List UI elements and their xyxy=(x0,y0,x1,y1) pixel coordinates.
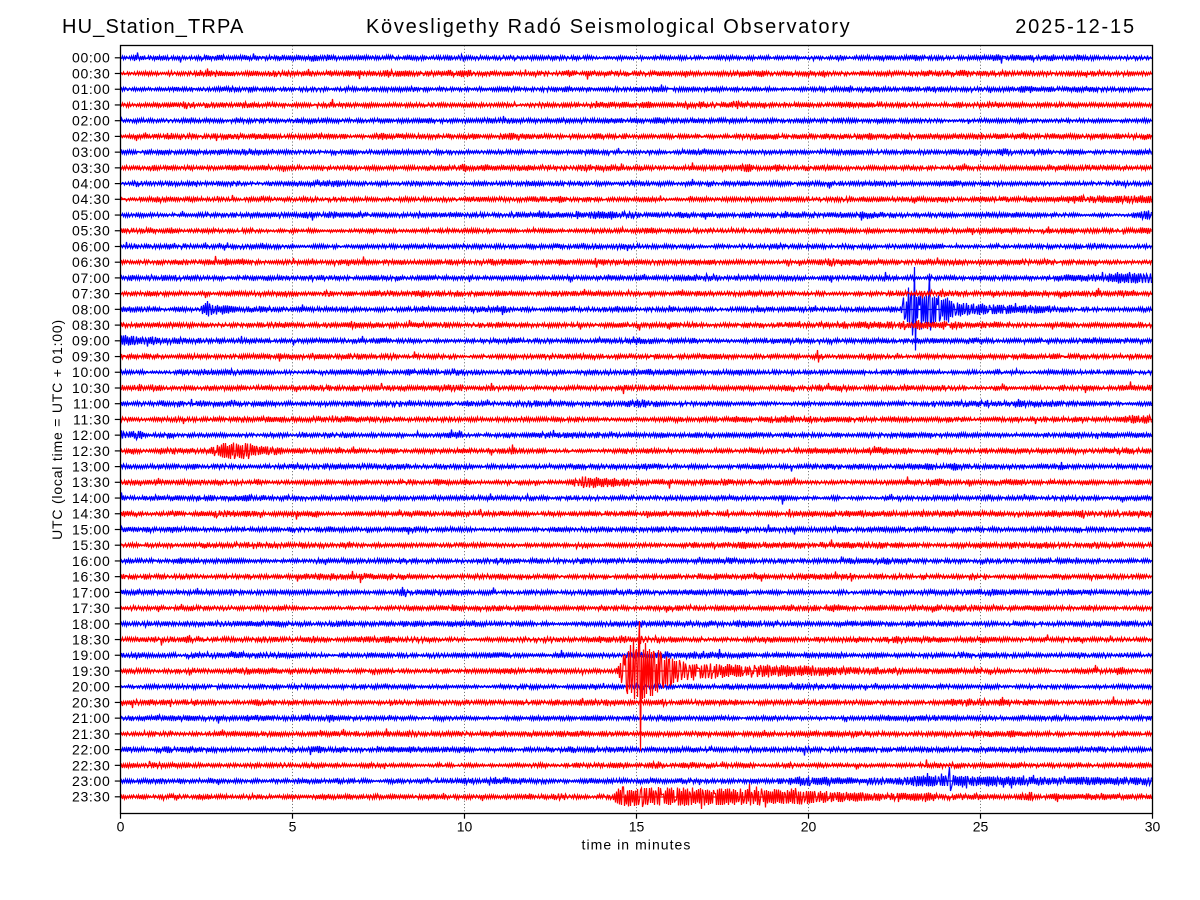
svg-text:08:00: 08:00 xyxy=(72,301,111,317)
svg-text:14:00: 14:00 xyxy=(72,490,111,506)
svg-text:02:30: 02:30 xyxy=(72,128,111,144)
svg-text:0: 0 xyxy=(117,819,125,835)
svg-text:01:00: 01:00 xyxy=(72,81,111,97)
svg-text:03:30: 03:30 xyxy=(72,160,111,176)
svg-text:30: 30 xyxy=(1145,819,1161,835)
svg-text:00:00: 00:00 xyxy=(72,50,111,66)
svg-text:10: 10 xyxy=(457,819,473,835)
svg-text:15:30: 15:30 xyxy=(72,537,111,553)
svg-text:23:30: 23:30 xyxy=(72,789,111,805)
svg-text:10:00: 10:00 xyxy=(72,364,111,380)
svg-text:15: 15 xyxy=(629,819,645,835)
svg-text:23:00: 23:00 xyxy=(72,773,111,789)
svg-text:00:30: 00:30 xyxy=(72,65,111,81)
svg-text:08:30: 08:30 xyxy=(72,317,111,333)
svg-text:19:30: 19:30 xyxy=(72,663,111,679)
svg-text:22:00: 22:00 xyxy=(72,742,111,758)
svg-text:20: 20 xyxy=(801,819,817,835)
svg-text:03:00: 03:00 xyxy=(72,144,111,160)
svg-text:01:30: 01:30 xyxy=(72,97,111,113)
svg-text:22:30: 22:30 xyxy=(72,757,111,773)
svg-text:16:00: 16:00 xyxy=(72,553,111,569)
svg-text:12:00: 12:00 xyxy=(72,427,111,443)
svg-text:HU_Station_TRPA: HU_Station_TRPA xyxy=(62,16,245,38)
svg-text:5: 5 xyxy=(289,819,297,835)
svg-text:21:30: 21:30 xyxy=(72,726,111,742)
svg-text:14:30: 14:30 xyxy=(72,506,111,522)
svg-text:18:00: 18:00 xyxy=(72,616,111,632)
svg-text:07:30: 07:30 xyxy=(72,286,111,302)
svg-text:04:30: 04:30 xyxy=(72,191,111,207)
svg-text:21:00: 21:00 xyxy=(72,710,111,726)
svg-text:09:30: 09:30 xyxy=(72,348,111,364)
svg-text:11:00: 11:00 xyxy=(73,396,111,412)
svg-text:16:30: 16:30 xyxy=(72,569,111,585)
svg-text:25: 25 xyxy=(973,819,989,835)
svg-text:2025-12-15: 2025-12-15 xyxy=(1015,16,1136,38)
svg-text:02:00: 02:00 xyxy=(72,113,111,129)
svg-text:05:30: 05:30 xyxy=(72,223,111,239)
svg-text:time in minutes: time in minutes xyxy=(582,837,692,853)
svg-text:13:30: 13:30 xyxy=(72,474,111,490)
svg-text:13:00: 13:00 xyxy=(72,459,111,475)
svg-text:17:30: 17:30 xyxy=(72,600,111,616)
svg-text:17:00: 17:00 xyxy=(72,584,111,600)
svg-text:12:30: 12:30 xyxy=(72,443,111,459)
svg-text:20:00: 20:00 xyxy=(72,679,111,695)
svg-text:UTC (local time = UTC + 01:00): UTC (local time = UTC + 01:00) xyxy=(49,319,65,540)
svg-text:19:00: 19:00 xyxy=(72,647,111,663)
svg-text:Kövesligethy Radó Seismologica: Kövesligethy Radó Seismological Observat… xyxy=(366,16,851,38)
svg-text:06:30: 06:30 xyxy=(72,254,111,270)
svg-text:09:00: 09:00 xyxy=(72,333,111,349)
svg-text:20:30: 20:30 xyxy=(72,694,111,710)
svg-text:05:00: 05:00 xyxy=(72,207,111,223)
svg-text:07:00: 07:00 xyxy=(72,270,111,286)
svg-text:11:30: 11:30 xyxy=(73,411,111,427)
svg-text:18:30: 18:30 xyxy=(72,631,111,647)
svg-text:06:00: 06:00 xyxy=(72,238,111,254)
svg-text:04:00: 04:00 xyxy=(72,176,111,192)
svg-text:15:00: 15:00 xyxy=(72,521,111,537)
svg-text:10:30: 10:30 xyxy=(72,380,111,396)
